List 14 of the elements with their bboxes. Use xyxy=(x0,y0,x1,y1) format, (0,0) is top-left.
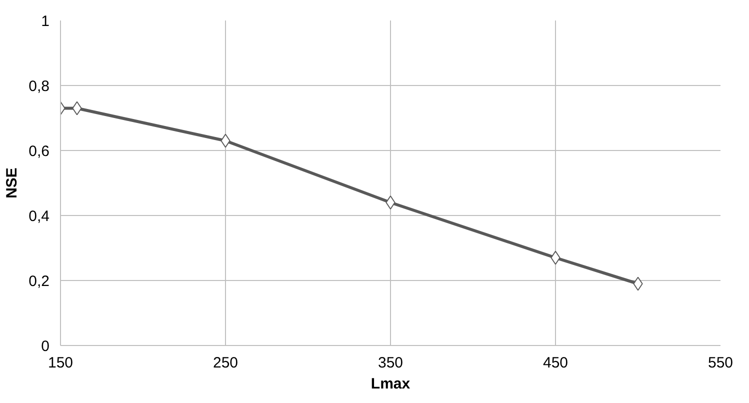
x-axis-title: Lmax xyxy=(370,376,411,392)
y-tick-label: 0 xyxy=(41,338,50,355)
y-axis-title: NSE xyxy=(4,168,21,198)
y-tick-label: 0,4 xyxy=(28,208,50,225)
x-tick-label: 250 xyxy=(212,354,238,372)
point xyxy=(386,196,396,210)
y-tick-label: 1 xyxy=(41,13,50,30)
x-tick-label: 450 xyxy=(542,354,568,372)
y-tick-label: 0,8 xyxy=(28,78,50,95)
x-tick-label: 150 xyxy=(48,354,74,372)
x-tick-label: 350 xyxy=(378,354,404,372)
y-tick-label: 0,2 xyxy=(28,273,50,290)
x-tick-label: 550 xyxy=(708,354,734,372)
y-tick-label: 0,6 xyxy=(28,143,50,160)
